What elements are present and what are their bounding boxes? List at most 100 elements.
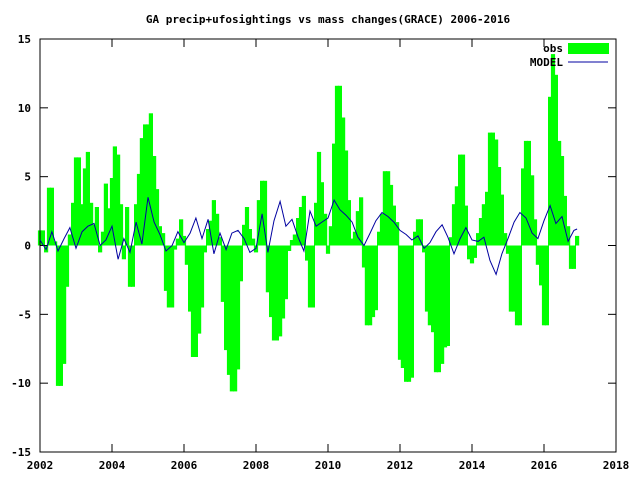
obs-bar [199,245,205,308]
obs-bars [37,54,580,392]
obs-bar [550,54,556,246]
obs-bar [505,245,511,254]
obs-bar [442,245,448,348]
obs-bar [364,245,369,326]
obs-bar [208,220,214,246]
obs-bar [85,151,90,246]
obs-bar [571,245,576,269]
obs-bar [116,154,121,246]
obs-bar [319,182,324,246]
obs-bar [377,231,382,246]
obs-bar [316,151,322,246]
obs-bar [296,218,301,246]
obs-bar [136,173,142,246]
obs-bar [89,202,94,246]
obs-bar [215,213,220,246]
obs-bar [314,202,319,246]
obs-bar [193,245,198,357]
obs-bar [190,245,196,357]
obs-bar [139,138,144,246]
obs-bar [467,245,472,260]
obs-bar [274,245,279,341]
obs-bar [91,224,97,246]
obs-bar [424,245,430,312]
obs-bar [379,213,385,246]
obs-bar [499,194,504,246]
obs-bar [121,245,126,260]
obs-bar [445,245,450,346]
obs-bar [472,245,477,258]
obs-bar [395,222,400,246]
x-tick-label: 2012 [387,459,414,472]
obs-bar [341,117,346,246]
obs-bar [427,245,432,326]
obs-bar [305,245,310,261]
obs-bar [523,140,529,246]
obs-bar [76,157,81,246]
obs-bar [161,233,166,246]
x-tick-label: 2010 [315,459,342,472]
obs-bar [188,245,193,312]
obs-bar [413,231,418,246]
obs-bar [217,237,223,246]
obs-bar [503,233,508,246]
obs-bar [328,226,333,246]
obs-bar [49,187,54,246]
obs-bar [166,245,171,308]
obs-bar [575,235,580,246]
obs-bar [152,156,157,246]
obs-bar [82,168,88,246]
obs-bar [361,245,367,268]
obs-bar [350,238,355,246]
legend-model-label: MODEL [530,56,563,69]
x-tick-label: 2006 [171,459,198,472]
obs-bar [355,211,360,246]
obs-bar [460,154,466,246]
obs-bar [517,245,522,326]
obs-bar [397,245,403,360]
obs-bar [508,245,513,312]
obs-bar [370,245,376,318]
obs-bar [181,235,187,246]
obs-bar [46,187,52,246]
obs-bar [170,245,175,308]
obs-bar [292,234,297,246]
obs-bar [469,245,475,264]
obs-bar [514,245,520,326]
obs-bar [526,140,531,246]
obs-bar [541,245,547,326]
obs-bar [64,245,70,287]
obs-bar [262,180,268,246]
obs-bar [512,245,517,312]
x-tick-label: 2018 [603,459,630,472]
obs-bar [235,245,241,370]
model-line [39,197,578,276]
obs-bar [220,245,225,302]
obs-bar [391,205,396,246]
obs-bar [415,219,421,246]
obs-bar [260,180,265,246]
legend-obs-swatch [568,43,609,54]
obs-bar [202,245,207,253]
y-tick-label: 15 [18,33,31,46]
obs-bar [487,132,493,246]
obs-bar [557,140,562,246]
obs-bar [346,200,351,246]
obs-bar [109,178,115,246]
obs-bar [451,204,457,246]
obs-bar [386,171,391,246]
obs-bar [406,245,412,382]
obs-bar [478,218,484,246]
obs-bar [253,245,259,253]
obs-bar [206,229,211,246]
obs-bar [98,245,103,253]
obs-bar [449,237,454,246]
obs-bar [388,184,394,246]
obs-bar [278,245,283,337]
obs-bar [244,207,250,246]
obs-bar [400,245,405,368]
obs-bar [496,167,502,246]
obs-bar [269,245,274,318]
y-tick-label: -5 [18,308,31,321]
